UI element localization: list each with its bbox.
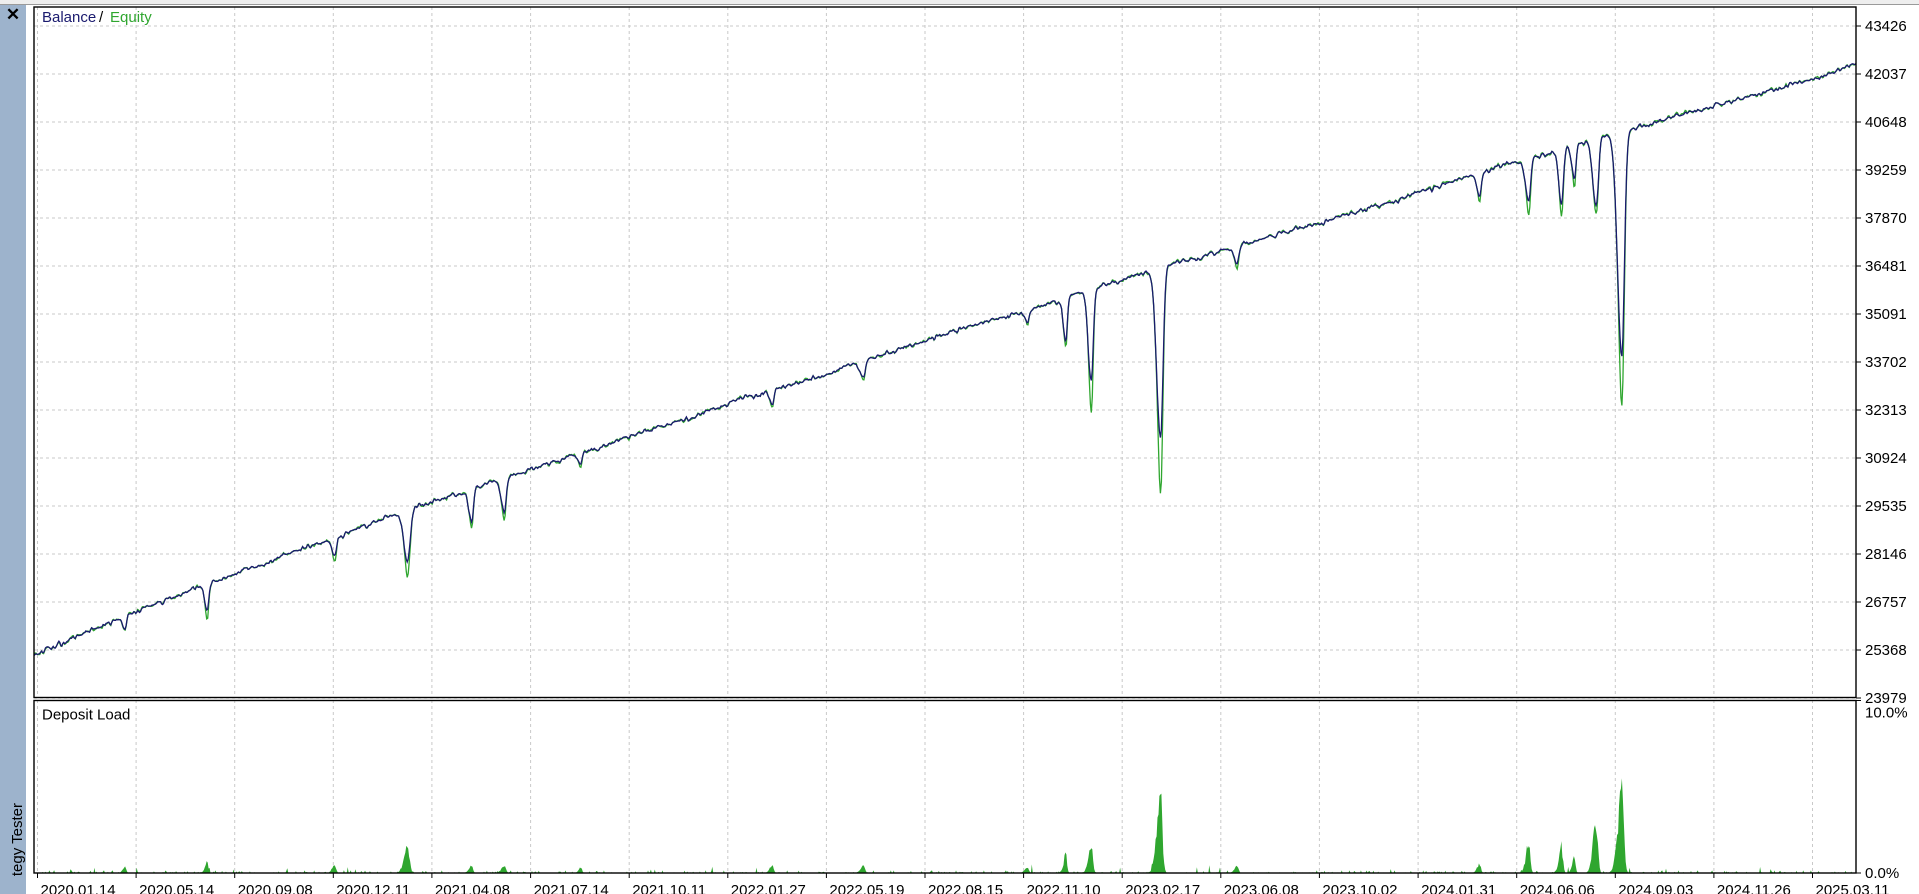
svg-text:2020.05.14: 2020.05.14 xyxy=(139,882,214,894)
svg-text:40648: 40648 xyxy=(1865,114,1907,131)
svg-text:2023.02.17: 2023.02.17 xyxy=(1125,882,1200,894)
svg-text:2020.09.08: 2020.09.08 xyxy=(238,882,313,894)
svg-text:28146: 28146 xyxy=(1865,546,1907,563)
svg-text:2021.10.11: 2021.10.11 xyxy=(632,882,706,894)
svg-text:26757: 26757 xyxy=(1865,594,1907,611)
svg-text:33702: 33702 xyxy=(1865,354,1907,371)
svg-text:2021.04.08: 2021.04.08 xyxy=(435,882,510,894)
svg-text:36481: 36481 xyxy=(1865,258,1907,275)
svg-text:2024.09.03: 2024.09.03 xyxy=(1618,882,1693,894)
svg-text:2024.11.26: 2024.11.26 xyxy=(1717,882,1791,894)
svg-text:2020.12.11: 2020.12.11 xyxy=(336,882,410,894)
svg-text:43426: 43426 xyxy=(1865,18,1907,35)
svg-text:37870: 37870 xyxy=(1865,210,1907,227)
svg-text:2024.06.06: 2024.06.06 xyxy=(1520,882,1595,894)
svg-text:2025.03.11: 2025.03.11 xyxy=(1816,882,1890,894)
svg-text:2021.07.14: 2021.07.14 xyxy=(534,882,609,894)
svg-text:2022.08.15: 2022.08.15 xyxy=(928,882,1003,894)
svg-text:10.0%: 10.0% xyxy=(1865,705,1908,722)
svg-text:Deposit Load: Deposit Load xyxy=(42,707,130,724)
svg-text:2024.01.31: 2024.01.31 xyxy=(1421,882,1496,894)
svg-text:2020.01.14: 2020.01.14 xyxy=(41,882,116,894)
svg-text:Balance: Balance xyxy=(42,9,96,26)
svg-text:Equity: Equity xyxy=(110,9,152,26)
svg-text:42037: 42037 xyxy=(1865,66,1907,83)
svg-text:2022.01.27: 2022.01.27 xyxy=(731,882,806,894)
svg-text:25368: 25368 xyxy=(1865,642,1907,659)
svg-text:2023.10.02: 2023.10.02 xyxy=(1322,882,1397,894)
svg-text:0.0%: 0.0% xyxy=(1865,865,1899,882)
svg-text:29535: 29535 xyxy=(1865,498,1907,515)
svg-text:39259: 39259 xyxy=(1865,162,1907,179)
svg-text:32313: 32313 xyxy=(1865,402,1907,419)
svg-text:2023.06.08: 2023.06.08 xyxy=(1224,882,1299,894)
svg-text:2022.11.10: 2022.11.10 xyxy=(1027,882,1101,894)
svg-text:2022.05.19: 2022.05.19 xyxy=(829,882,904,894)
svg-text:30924: 30924 xyxy=(1865,450,1907,467)
svg-text:35091: 35091 xyxy=(1865,306,1907,323)
